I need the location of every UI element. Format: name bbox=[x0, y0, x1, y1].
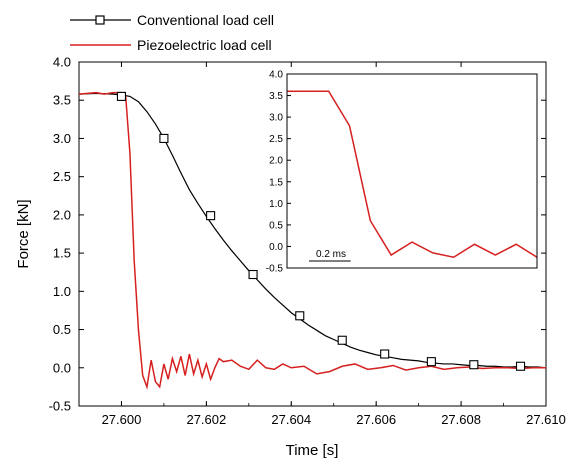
inset-y-tick-label: 3.5 bbox=[269, 91, 283, 102]
legend-conventional-marker bbox=[95, 15, 105, 25]
legend-piezoelectric-label: Piezoelectric load cell bbox=[137, 37, 272, 53]
inset-series-line-piezoelectric bbox=[287, 90, 537, 259]
x-tick-label: 27.604 bbox=[271, 412, 311, 427]
y-tick-label: 3.5 bbox=[53, 93, 71, 108]
y-tick-label: 0.5 bbox=[53, 322, 71, 337]
legend-conventional-label: Conventional load cell bbox=[137, 12, 274, 28]
data-point-conventional bbox=[469, 360, 479, 370]
y-tick-label: 2.5 bbox=[53, 169, 71, 184]
data-point-conventional bbox=[380, 349, 390, 359]
inset-background bbox=[287, 74, 537, 268]
data-point-conventional bbox=[515, 361, 526, 371]
inset-y-tick-label: -0.5 bbox=[266, 264, 284, 275]
inset-y-tick-label: 3.0 bbox=[269, 113, 283, 124]
data-point-conventional bbox=[248, 269, 258, 280]
data-point-conventional bbox=[206, 211, 216, 221]
x-tick-label: 27.606 bbox=[356, 412, 396, 427]
inset-y-tick-label: 2.5 bbox=[269, 134, 283, 145]
main-plot-frame bbox=[78, 61, 547, 407]
legend: Conventional load cell Piezoelectric loa… bbox=[70, 12, 274, 53]
data-point-conventional bbox=[337, 335, 347, 345]
data-point-conventional bbox=[295, 311, 305, 321]
inset-y-tick-label: 1.5 bbox=[269, 177, 283, 188]
x-tick-label: 27.600 bbox=[102, 412, 142, 427]
inset-y-tick-label: 0.0 bbox=[269, 242, 283, 253]
scale-bar-label: 0.2 ms bbox=[316, 249, 346, 260]
conventional-markers bbox=[116, 91, 526, 371]
y-tick-label: 0.0 bbox=[53, 360, 71, 375]
data-point-conventional bbox=[116, 91, 127, 101]
y-tick-label: 1.5 bbox=[53, 246, 71, 261]
inset-y-tick-label: 1.0 bbox=[269, 199, 283, 210]
inset-y-tick-label: 4.0 bbox=[269, 70, 283, 81]
x-axis-label: Time [s] bbox=[286, 442, 339, 459]
y-tick-label: 4.0 bbox=[53, 55, 71, 70]
inset-scale-bar: 0.2 ms bbox=[309, 249, 351, 262]
inset-frame bbox=[286, 73, 538, 269]
data-point-conventional bbox=[426, 357, 436, 367]
inset-y-axis: -0.5 0.0 0.5 1.0 1.5 2.0 2.5 3.0 3.5 4.0 bbox=[266, 70, 291, 275]
inset-y-tick-label: 2.0 bbox=[269, 156, 283, 167]
y-tick-label: 2.0 bbox=[53, 207, 71, 222]
x-tick-label: 27.602 bbox=[186, 412, 226, 427]
y-tick-label: 3.0 bbox=[53, 131, 71, 146]
main-y-axis: -0.5 0.0 0.5 1.0 1.5 2.0 2.5 3.0 3.5 4.0 bbox=[49, 55, 546, 414]
inset-y-tick-label: 0.5 bbox=[269, 220, 283, 231]
y-tick-label: 1.0 bbox=[53, 284, 71, 299]
x-tick-label: 27.610 bbox=[526, 412, 566, 427]
main-x-axis: 27.600 27.602 27.604 27.606 27.608 27.610 bbox=[78, 62, 566, 427]
data-point-conventional bbox=[159, 133, 169, 143]
y-axis-label: Force [kN] bbox=[15, 199, 32, 268]
series-line-piezoelectric-load-cell bbox=[79, 91, 546, 390]
x-tick-label: 27.608 bbox=[441, 412, 481, 427]
y-tick-label: -0.5 bbox=[49, 399, 71, 414]
